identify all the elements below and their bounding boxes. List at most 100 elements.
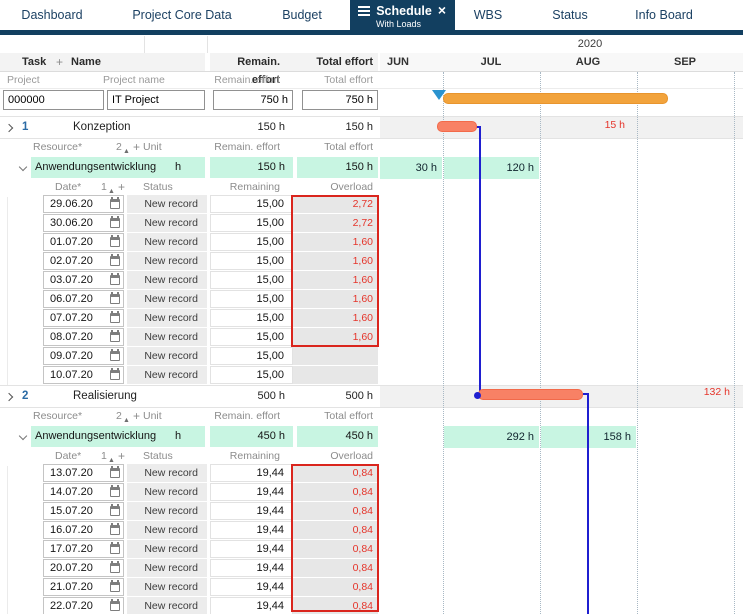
date-field[interactable]: 13.07.20: [43, 464, 124, 482]
sort-order-number[interactable]: 1: [101, 181, 107, 193]
calendar-icon[interactable]: [110, 504, 120, 516]
date-field[interactable]: 06.07.20: [43, 290, 124, 308]
calendar-icon[interactable]: [110, 235, 120, 247]
collapse-icon[interactable]: [18, 162, 28, 172]
add-date-icon[interactable]: +: [118, 180, 126, 194]
remaining-load-cell[interactable]: 19,44: [210, 540, 293, 558]
calendar-icon[interactable]: [110, 542, 120, 554]
date-field[interactable]: 07.07.20: [43, 309, 124, 327]
date-field[interactable]: 08.07.20: [43, 328, 124, 346]
resource-name[interactable]: Anwendungsentwicklung: [31, 157, 205, 178]
calendar-icon[interactable]: [110, 599, 120, 611]
task-bar-realisierung[interactable]: [478, 389, 583, 400]
remaining-load-cell[interactable]: 19,44: [210, 521, 293, 539]
add-date-icon[interactable]: +: [118, 449, 126, 463]
tab-dashboard[interactable]: Dashboard: [21, 8, 83, 22]
date-field[interactable]: 15.07.20: [43, 502, 124, 520]
gantt-gridline: [734, 72, 735, 614]
calendar-icon[interactable]: [110, 523, 120, 535]
task-number: 2: [22, 390, 29, 402]
remaining-load-cell[interactable]: 15,00: [210, 214, 293, 232]
date-field[interactable]: 02.07.20: [43, 252, 124, 270]
remaining-load-cell[interactable]: 19,44: [210, 483, 293, 501]
tab-wbs[interactable]: WBS: [473, 8, 503, 22]
project-id-field[interactable]: 000000: [3, 90, 104, 110]
calendar-icon[interactable]: [110, 292, 120, 304]
sort-asc-icon[interactable]: ▲: [108, 188, 115, 195]
load-rows-section-2: 13.07.20 New record 19,44 0,84 14.07.20: [0, 464, 743, 614]
date-value: 01.07.20: [50, 236, 93, 248]
load-row: 14.07.20 New record 19,44 0,84: [0, 483, 743, 502]
calendar-icon[interactable]: [110, 349, 120, 361]
expand-icon[interactable]: [4, 392, 14, 402]
calendar-icon[interactable]: [110, 216, 120, 228]
date-field[interactable]: 14.07.20: [43, 483, 124, 501]
sort-asc-icon[interactable]: ▲: [123, 417, 130, 424]
remaining-load-cell[interactable]: 15,00: [210, 347, 293, 365]
remaining-load-cell[interactable]: 15,00: [210, 328, 293, 346]
date-field[interactable]: 09.07.20: [43, 347, 124, 365]
remaining-load-cell[interactable]: 15,00: [210, 233, 293, 251]
add-column-icon[interactable]: +: [56, 55, 64, 69]
sort-asc-icon[interactable]: ▲: [108, 457, 115, 464]
date-field[interactable]: 10.07.20: [43, 366, 124, 384]
expand-icon[interactable]: [4, 123, 14, 133]
task-bar-konzeption[interactable]: [437, 121, 477, 132]
task-name[interactable]: Konzeption: [73, 121, 131, 133]
add-resource-icon[interactable]: +: [133, 409, 141, 423]
remaining-load-cell[interactable]: 15,00: [210, 195, 293, 213]
remaining-load-cell[interactable]: 19,44: [210, 559, 293, 577]
menu-icon[interactable]: [358, 6, 370, 17]
sort-order-number[interactable]: 1: [101, 450, 107, 462]
calendar-icon[interactable]: [110, 466, 120, 478]
remaining-load-cell[interactable]: 19,44: [210, 597, 293, 614]
resource-remain-effort: 450 h: [210, 426, 293, 447]
remaining-load-cell[interactable]: 19,44: [210, 464, 293, 482]
calendar-icon[interactable]: [110, 254, 120, 266]
remaining-load-cell[interactable]: 15,00: [210, 290, 293, 308]
date-field[interactable]: 21.07.20: [43, 578, 124, 596]
tab-status[interactable]: Status: [552, 8, 588, 22]
calendar-icon[interactable]: [110, 580, 120, 592]
sort-order-number[interactable]: 2: [116, 410, 122, 422]
remaining-load-cell[interactable]: 15,00: [210, 309, 293, 327]
calendar-icon[interactable]: [110, 368, 120, 380]
overload-cell: 0,84: [293, 502, 378, 520]
sort-order-number[interactable]: 2: [116, 141, 122, 153]
project-total-field[interactable]: 750 h: [302, 90, 378, 110]
tab-info-board[interactable]: Info Board: [635, 8, 693, 22]
date-value: 14.07.20: [50, 486, 93, 498]
project-start-marker-icon: [432, 90, 446, 100]
calendar-icon[interactable]: [110, 485, 120, 497]
calendar-icon[interactable]: [110, 330, 120, 342]
date-field[interactable]: 03.07.20: [43, 271, 124, 289]
tab-project-core-data[interactable]: Project Core Data: [132, 8, 232, 22]
sort-asc-icon[interactable]: ▲: [123, 148, 130, 155]
date-field[interactable]: 30.06.20: [43, 214, 124, 232]
task-name[interactable]: Realisierung: [73, 390, 137, 402]
remaining-load-cell[interactable]: 15,00: [210, 252, 293, 270]
project-name-field[interactable]: IT Project: [107, 90, 205, 110]
remaining-load-cell[interactable]: 15,00: [210, 366, 293, 384]
remaining-load-cell[interactable]: 19,44: [210, 502, 293, 520]
project-summary-bar[interactable]: [443, 93, 668, 104]
calendar-icon[interactable]: [110, 561, 120, 573]
calendar-icon[interactable]: [110, 311, 120, 323]
calendar-icon[interactable]: [110, 197, 120, 209]
remaining-load-cell[interactable]: 19,44: [210, 578, 293, 596]
add-resource-icon[interactable]: +: [133, 140, 141, 154]
tab-budget[interactable]: Budget: [282, 8, 322, 22]
date-field[interactable]: 17.07.20: [43, 540, 124, 558]
date-field[interactable]: 29.06.20: [43, 195, 124, 213]
date-field[interactable]: 22.07.20: [43, 597, 124, 614]
date-field[interactable]: 01.07.20: [43, 233, 124, 251]
tab-schedule-active[interactable]: Schedule × With Loads: [350, 0, 455, 35]
collapse-icon[interactable]: [18, 431, 28, 441]
remaining-load-cell[interactable]: 15,00: [210, 271, 293, 289]
date-field[interactable]: 16.07.20: [43, 521, 124, 539]
close-icon[interactable]: ×: [437, 2, 447, 18]
project-remain-field[interactable]: 750 h: [213, 90, 293, 110]
resource-name[interactable]: Anwendungsentwicklung: [31, 426, 205, 447]
date-field[interactable]: 20.07.20: [43, 559, 124, 577]
calendar-icon[interactable]: [110, 273, 120, 285]
